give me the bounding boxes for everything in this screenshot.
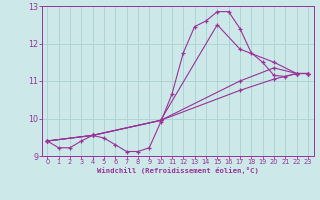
X-axis label: Windchill (Refroidissement éolien,°C): Windchill (Refroidissement éolien,°C) bbox=[97, 167, 259, 174]
